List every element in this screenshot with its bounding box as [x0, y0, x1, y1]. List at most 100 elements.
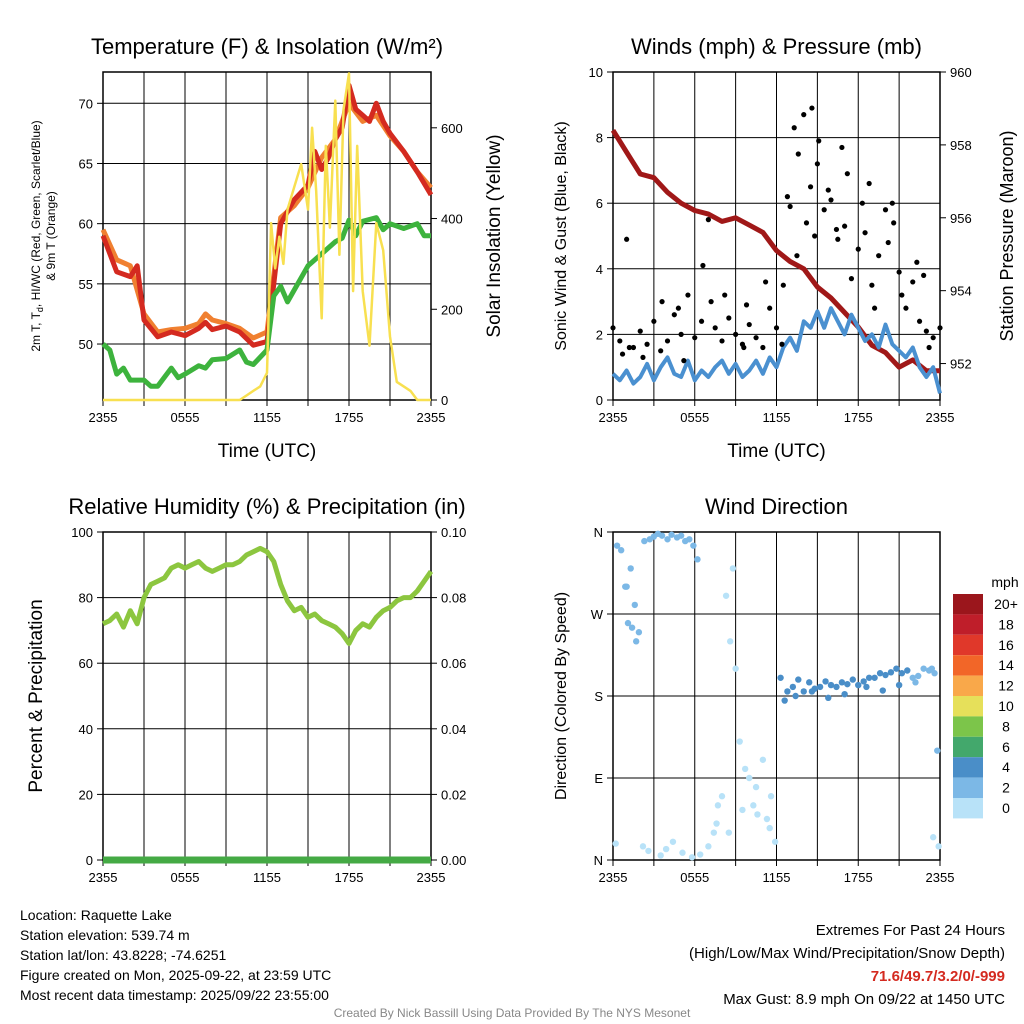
gust-point [835, 236, 841, 242]
y-tick-label: 8 [596, 131, 603, 146]
wind-direction-point [777, 674, 784, 681]
wind-direction-point [658, 532, 666, 539]
gust-point [671, 312, 677, 318]
gust-point [640, 354, 646, 360]
y-tick-label: 55 [79, 277, 93, 292]
y-tick-label: 0 [86, 853, 93, 868]
legend-swatch [953, 777, 983, 798]
x-tick-label: 1155 [253, 870, 281, 885]
right-y-tick-label: 600 [441, 121, 463, 136]
gust-point [812, 233, 818, 239]
y-tick-label: 60 [79, 656, 93, 671]
wind-direction-point [746, 774, 753, 782]
wind-direction-point [694, 556, 701, 563]
legend-label: 10 [998, 698, 1014, 714]
gust-point [719, 338, 725, 344]
right-y-tick-label: 400 [441, 212, 463, 227]
y-tick-label: 6 [596, 196, 603, 211]
gust-point [869, 282, 875, 288]
right-y-tick-label: 952 [950, 357, 972, 372]
gust-point [923, 328, 929, 334]
wind-direction-point [806, 679, 813, 686]
wind-direction-point [822, 678, 829, 685]
y-tick-label: 100 [71, 525, 93, 540]
gust-point [795, 151, 801, 157]
extremes-subtitle: (High/Low/Max Wind/Precipitation/Snow De… [689, 945, 1005, 962]
y-tick-label: 10 [589, 65, 603, 80]
wind-direction-point [627, 565, 634, 572]
x-tick-label: 2355 [89, 410, 118, 425]
wind-direction-point [887, 669, 895, 676]
wind-direction-point [863, 683, 870, 691]
gust-point [685, 292, 691, 298]
series-line-solar-insolation [103, 72, 431, 402]
right-y-tick-label: 0.06 [441, 656, 466, 671]
x-tick-label: 0555 [680, 870, 709, 885]
wind-direction-point [679, 849, 686, 856]
credit-text: Created By Nick Bassill Using Data Provi… [333, 1006, 691, 1020]
y-tick-label: 70 [79, 96, 93, 111]
y-tick-label: N [594, 853, 603, 868]
gust-point [726, 315, 732, 321]
wind-direction-point [808, 688, 816, 695]
gust-point [930, 335, 936, 341]
wind-direction-point [726, 638, 734, 645]
wind-direction-point [800, 688, 807, 695]
gust-point [651, 318, 657, 324]
gust-point [630, 344, 637, 351]
gust-point [610, 325, 616, 331]
wind-direction-point [849, 676, 856, 683]
gust-point [779, 341, 785, 347]
wind-direction-point [631, 601, 638, 609]
right-y-tick-label: 200 [441, 302, 463, 317]
wind-direction-point [838, 679, 846, 686]
wind-direction-point [668, 531, 675, 538]
wind-direction-point [688, 854, 696, 861]
y-tick-label: 2 [596, 327, 603, 342]
wind-direction-point [657, 852, 664, 859]
x-tick-label: 1755 [335, 870, 364, 885]
gust-point [681, 358, 687, 364]
right-y-tick-label: 0.04 [441, 722, 466, 737]
wind-direction-point [641, 537, 648, 545]
x-tick-label: 1155 [763, 410, 791, 425]
legend-label: 14 [998, 657, 1014, 673]
gust-point [839, 144, 845, 151]
gust-point [722, 292, 728, 298]
gust-point [910, 279, 916, 285]
gust-point [794, 253, 800, 259]
wind-direction-point [713, 820, 720, 827]
wind-direction-point [771, 838, 779, 845]
y-tick-label: 50 [79, 337, 93, 352]
gust-point [862, 230, 868, 236]
rh-y-axis-label: Percent & Precipitation [26, 599, 47, 792]
gust-point [833, 226, 840, 233]
series-line-relative-humidity [101, 545, 434, 646]
plot-frame [612, 71, 941, 401]
wind-direction-point [736, 738, 743, 745]
right-y-tick-label: 956 [950, 211, 972, 226]
gust-point [664, 338, 671, 344]
legend-label: 12 [998, 678, 1014, 694]
pressure-y-axis-label: Station Pressure (Maroon) [997, 130, 1017, 341]
wind-direction-point [628, 624, 636, 631]
gust-point [692, 335, 698, 341]
wind-direction-point [697, 851, 704, 858]
wind-direction-point [624, 619, 632, 627]
y-tick-label: 4 [596, 262, 603, 277]
series-line-sonic-wind [611, 306, 942, 394]
wind-direction-point [898, 670, 906, 677]
gust-point [787, 203, 793, 210]
x-tick-label: 2355 [599, 870, 628, 885]
gust-point [637, 328, 643, 334]
right-y-tick-label: 0.00 [441, 853, 466, 868]
legend-label: 6 [1002, 739, 1010, 755]
y-tick-label: 20 [79, 787, 93, 802]
wind-direction-point [792, 692, 799, 700]
x-tick-label: 1155 [763, 870, 791, 885]
gust-point [712, 325, 718, 331]
gust-point [882, 207, 889, 213]
wind-direction-point [677, 532, 685, 539]
wind-direction-point [617, 547, 625, 554]
